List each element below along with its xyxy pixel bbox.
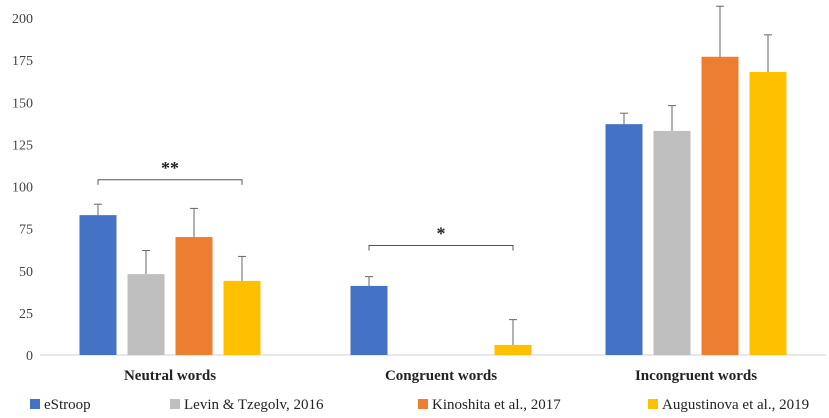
bars — [79, 5, 787, 356]
y-axis: 0 25 50 75 100 125 150 175 200 — [12, 12, 826, 364]
legend-label: Augustinova et al., 2019 — [662, 397, 809, 413]
legend-swatch — [648, 399, 658, 409]
category-label: Neutral words — [124, 368, 216, 384]
y-tick-label: 50 — [19, 265, 33, 280]
y-tick-label: 100 — [12, 181, 33, 196]
bar — [350, 285, 388, 355]
significance-bracket — [97, 179, 243, 185]
y-tick-label: 175 — [12, 54, 33, 69]
y-tick-label: 75 — [19, 223, 33, 238]
y-tick-label: 25 — [19, 307, 33, 322]
bar — [79, 215, 117, 355]
significance-annotations: *** — [97, 158, 514, 251]
bar — [494, 344, 532, 355]
bar — [175, 237, 213, 355]
y-tick-label: 0 — [26, 349, 33, 364]
category-label: Incongruent words — [635, 368, 757, 384]
significance-marker: * — [437, 223, 446, 243]
bar — [127, 274, 165, 355]
legend-label: eStroop — [44, 397, 91, 413]
bar — [605, 124, 643, 355]
bar — [653, 130, 691, 355]
y-tick-label: 125 — [12, 138, 33, 153]
significance-bracket — [368, 244, 514, 251]
bar — [749, 71, 787, 356]
bar — [701, 56, 739, 355]
bar — [223, 280, 261, 355]
legend-label: Kinoshita et al., 2017 — [432, 397, 561, 413]
category-label: Congruent words — [385, 368, 497, 384]
legend-swatch — [30, 399, 40, 409]
legend: eStroop Levin & Tzegolv, 2016 Kinoshita et… — [30, 397, 809, 413]
y-tick-label: 150 — [12, 96, 33, 111]
legend-swatch — [418, 399, 428, 409]
category-labels: Neutral words Congruent words Incongruent … — [124, 368, 757, 384]
legend-label: Levin & Tzegolv, 2016 — [184, 397, 324, 413]
significance-marker: ** — [161, 158, 179, 178]
y-tick-label: 200 — [12, 12, 33, 27]
legend-swatch — [170, 399, 180, 409]
